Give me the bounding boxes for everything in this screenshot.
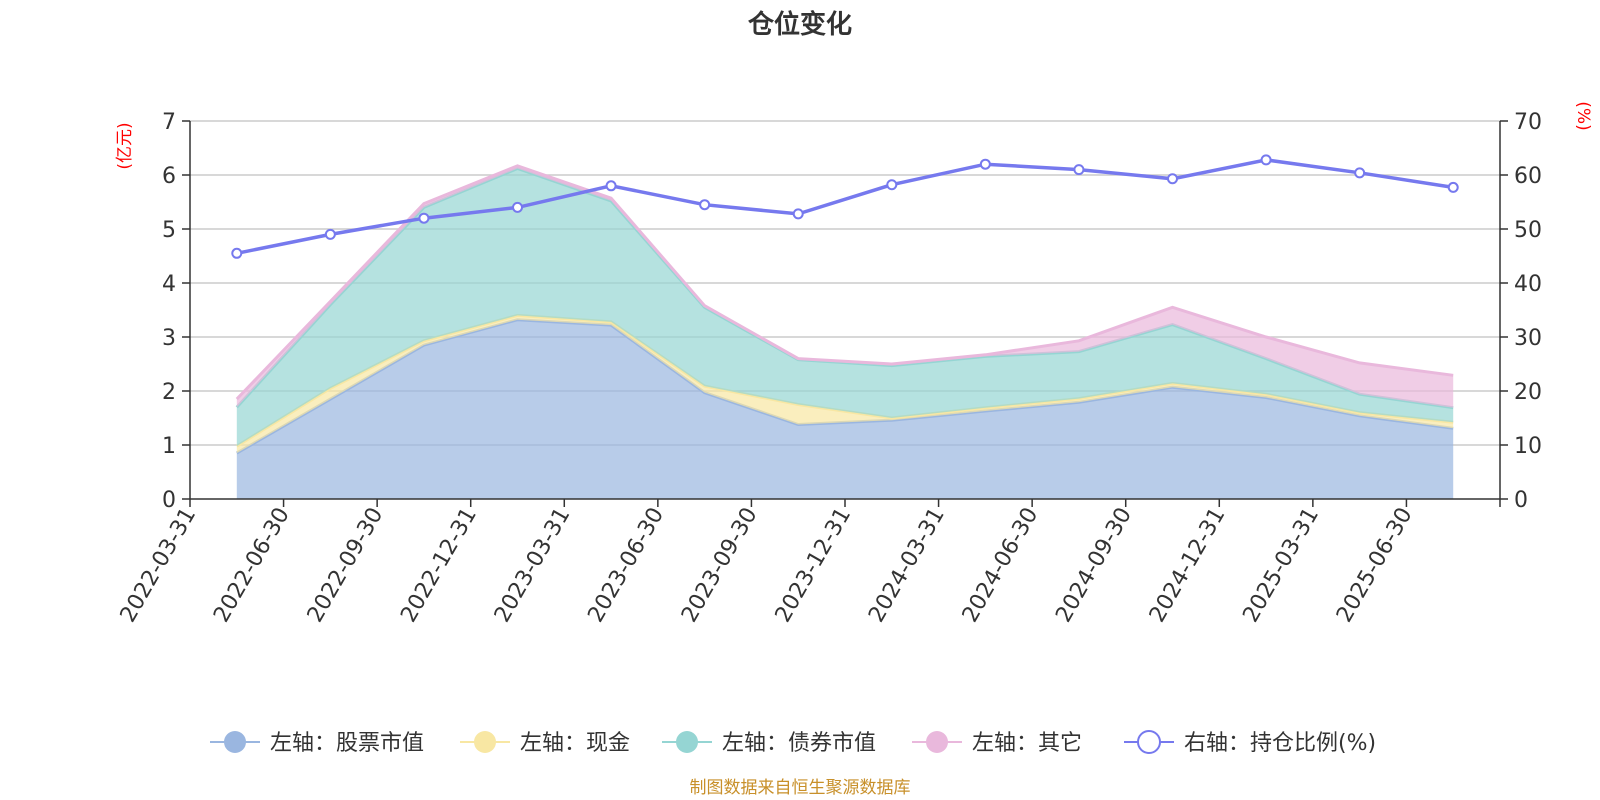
right-axis-tick-label: 40 (1514, 272, 1542, 297)
legend-marker (474, 731, 496, 753)
x-axis-tick-label: 2025-03-31 (1238, 504, 1324, 627)
legend-label: 左轴：其它 (972, 731, 1082, 756)
right-axis-tick-label: 20 (1514, 380, 1542, 405)
ratio-point (512, 201, 523, 213)
left-axis-tick-label: 1 (162, 434, 176, 459)
right-axis-tick-label: 0 (1514, 488, 1528, 513)
right-axis-tick-label: 10 (1514, 434, 1542, 459)
ratio-point (1260, 154, 1272, 166)
x-axis-tick-label: 2025-06-30 (1332, 504, 1418, 627)
left-axis-tick-label: 2 (162, 380, 176, 405)
legend-label: 左轴：股票市值 (270, 731, 424, 756)
x-axis-tick-label: 2024-12-31 (1145, 504, 1231, 627)
right-axis-tick-label: 30 (1514, 326, 1542, 351)
ratio-point (1354, 167, 1366, 179)
ratio-point (792, 208, 804, 220)
x-axis-tick-label: 2023-12-31 (771, 504, 857, 627)
x-axis-tick-label: 2024-06-30 (958, 504, 1044, 627)
area-左轴：其它 (236, 165, 1454, 408)
left-axis-unit: (亿元) (115, 122, 135, 169)
legend-label: 左轴：债券市值 (722, 731, 876, 756)
ratio-point (1073, 164, 1085, 176)
right-axis-tick-label: 60 (1514, 164, 1542, 189)
left-axis-tick-label: 4 (162, 272, 176, 297)
area-edge-左轴：其它 (235, 164, 1454, 401)
data-source-note: 制图数据来自恒生聚源数据库 (690, 778, 911, 798)
ratio-point (979, 158, 991, 170)
ratio-point (886, 179, 898, 191)
x-axis-tick-label: 2022-06-30 (209, 504, 295, 627)
x-axis-tick-label: 2024-03-31 (864, 504, 950, 627)
left-axis-tick-label: 0 (162, 488, 176, 513)
chart-title: 仓位变化 (747, 9, 852, 40)
right-axis-unit: (%) (1573, 101, 1593, 130)
x-axis-tick-label: 2022-03-31 (116, 504, 202, 627)
legend-label: 左轴：现金 (520, 731, 630, 756)
left-axis-tick-label: 7 (162, 110, 176, 135)
legend-marker (224, 731, 246, 753)
ratio-line-path (236, 158, 1454, 256)
left-axis-tick-label: 6 (162, 164, 176, 189)
legend-marker (676, 731, 698, 753)
ratio-point (1447, 181, 1459, 193)
area-左轴：债券市值 (236, 168, 1454, 447)
x-axis-tick-label: 2024-09-30 (1051, 504, 1137, 627)
right-axis-tick-label: 70 (1514, 110, 1542, 135)
x-axis-tick-label: 2022-09-30 (303, 504, 389, 627)
ratio-point (605, 180, 617, 192)
x-axis-tick-label: 2023-03-31 (490, 504, 576, 627)
right-axis-tick-label: 50 (1514, 218, 1542, 243)
ratio-line (231, 154, 1459, 259)
ratio-point (699, 199, 711, 211)
left-axis-tick-label: 5 (162, 218, 176, 243)
stacked-areas (235, 164, 1454, 499)
legend-marker (926, 731, 948, 753)
x-axis-tick-label: 2023-09-30 (677, 504, 763, 627)
ratio-point (1167, 173, 1178, 185)
ratio-point (231, 247, 243, 259)
legend-label: 右轴：持仓比例(%) (1184, 731, 1376, 756)
area-左轴：股票市值 (236, 319, 1454, 499)
left-axis-tick-label: 3 (162, 326, 176, 351)
ratio-point (418, 212, 430, 224)
legend-marker (1137, 730, 1161, 754)
x-axis-tick-label: 2023-06-30 (583, 504, 669, 627)
legend: 左轴：股票市值 左轴：现金 左轴：债券市值 左轴：其它 右轴：持仓比例(%) (210, 730, 1376, 756)
ratio-point (324, 228, 336, 240)
x-axis-tick-label: 2022-12-31 (396, 504, 482, 627)
